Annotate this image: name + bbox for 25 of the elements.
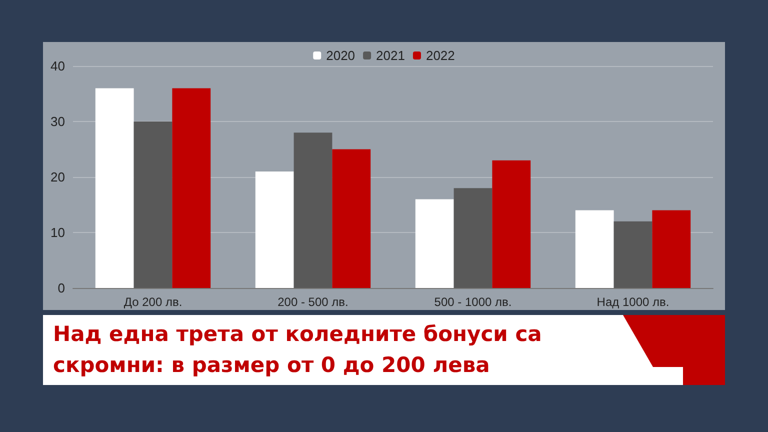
legend-label: 2020 (326, 48, 356, 63)
bar (95, 88, 134, 288)
bar (454, 188, 492, 288)
bar (652, 210, 691, 288)
x-tick-label: До 200 лв. (124, 295, 182, 309)
bar (492, 160, 531, 288)
y-tick-label: 20 (50, 170, 65, 184)
y-tick-label: 40 (50, 58, 65, 74)
bar (332, 149, 371, 288)
bar (614, 221, 652, 288)
y-tick-label: 0 (58, 280, 65, 296)
legend-label: 2021 (376, 48, 405, 63)
bar (255, 171, 294, 288)
legend-label: 2022 (426, 48, 455, 63)
x-tick-label: Над 1000 лв. (596, 295, 670, 309)
x-tick-label: 500 - 1000 лв. (434, 295, 512, 309)
text: Над една трета от коледните бонуси са скромни: в размер от 0 до 200 лева (53, 321, 543, 379)
bar (172, 88, 211, 288)
bar (134, 122, 172, 288)
y-tick-label: 30 (50, 114, 65, 129)
y-tick-label: 10 (50, 225, 65, 240)
bar (575, 210, 614, 288)
bar (294, 132, 332, 288)
bar (415, 199, 454, 288)
x-tick-label: 200 - 500 лв. (278, 295, 348, 309)
